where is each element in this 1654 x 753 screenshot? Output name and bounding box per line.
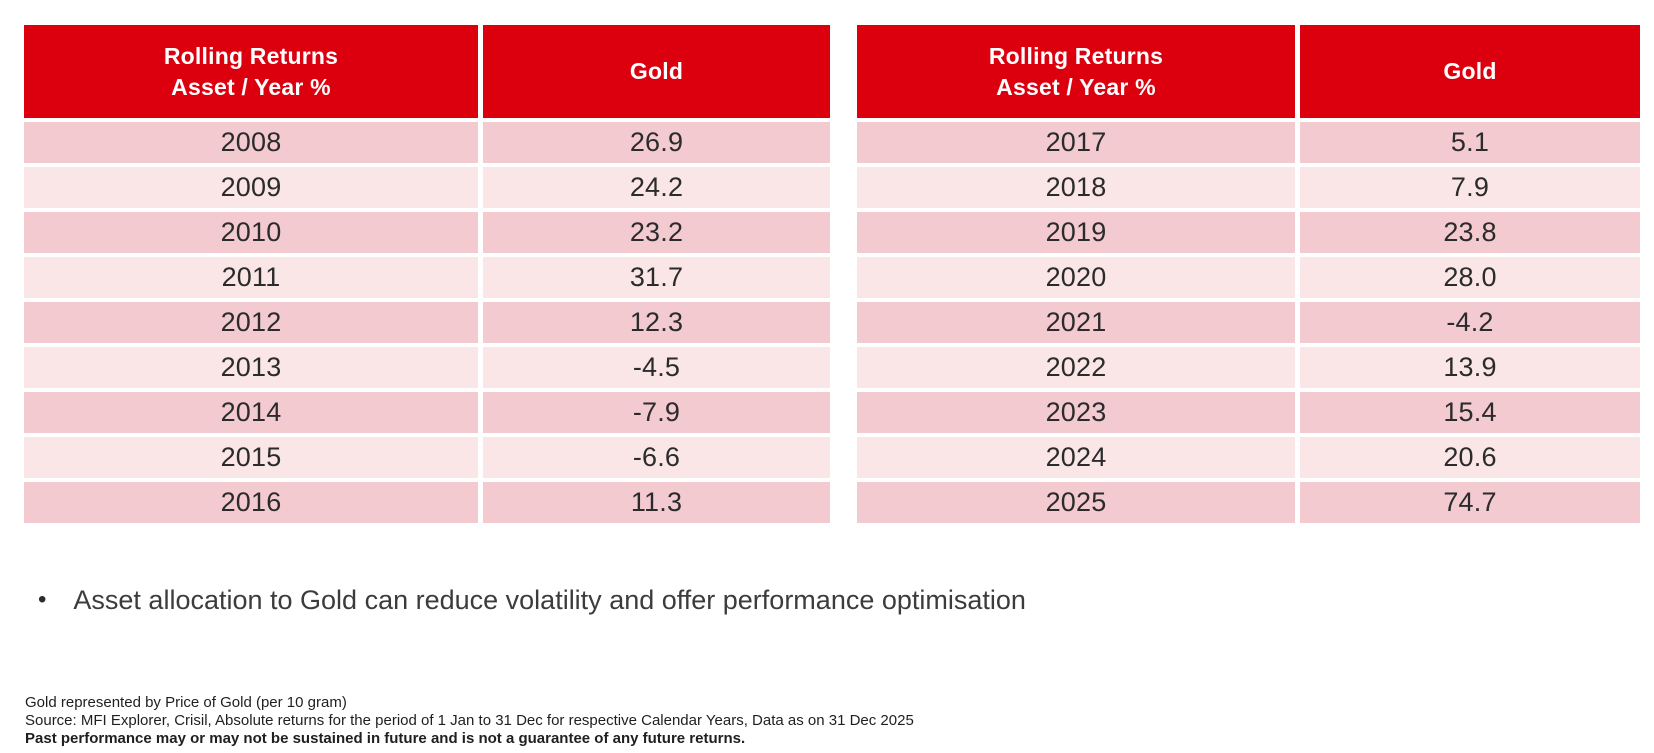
year-cell: 2013 bbox=[24, 347, 478, 388]
gold-value-cell: 12.3 bbox=[483, 302, 830, 343]
column-header-gold: Gold bbox=[1300, 25, 1640, 118]
gold-value-cell: 15.4 bbox=[1300, 392, 1640, 433]
gold-value-cell: 26.9 bbox=[483, 122, 830, 163]
year-cell: 2023 bbox=[857, 392, 1295, 433]
year-cell: 2012 bbox=[24, 302, 478, 343]
gold-value-cell: 11.3 bbox=[483, 482, 830, 523]
year-cell: 2024 bbox=[857, 437, 1295, 478]
footnote-disclaimer: Past performance may or may not be susta… bbox=[25, 730, 746, 747]
rolling-returns-table-2017-2025: Rolling Returns Asset / Year % Gold 2017… bbox=[857, 25, 1640, 523]
key-takeaway: • Asset allocation to Gold can reduce vo… bbox=[38, 584, 1026, 616]
year-cell: 2015 bbox=[24, 437, 478, 478]
column-header-asset-year: Rolling Returns Asset / Year % bbox=[24, 25, 478, 118]
gold-value-cell: -4.2 bbox=[1300, 302, 1640, 343]
year-cell: 2008 bbox=[24, 122, 478, 163]
year-cell: 2011 bbox=[24, 257, 478, 298]
footnote-gold-definition: Gold represented by Price of Gold (per 1… bbox=[25, 694, 347, 711]
year-cell: 2016 bbox=[24, 482, 478, 523]
gold-value-cell: 23.8 bbox=[1300, 212, 1640, 253]
gold-value-cell: 7.9 bbox=[1300, 167, 1640, 208]
gold-value-cell: 13.9 bbox=[1300, 347, 1640, 388]
year-cell: 2018 bbox=[857, 167, 1295, 208]
gold-value-cell: 28.0 bbox=[1300, 257, 1640, 298]
year-cell: 2017 bbox=[857, 122, 1295, 163]
key-takeaway-text: Asset allocation to Gold can reduce vola… bbox=[73, 585, 1026, 615]
gold-value-cell: 31.7 bbox=[483, 257, 830, 298]
year-cell: 2019 bbox=[857, 212, 1295, 253]
year-cell: 2009 bbox=[24, 167, 478, 208]
gold-value-cell: -7.9 bbox=[483, 392, 830, 433]
gold-value-cell: 20.6 bbox=[1300, 437, 1640, 478]
column-header-asset-year: Rolling Returns Asset / Year % bbox=[857, 25, 1295, 118]
gold-value-cell: 23.2 bbox=[483, 212, 830, 253]
year-cell: 2020 bbox=[857, 257, 1295, 298]
gold-value-cell: 24.2 bbox=[483, 167, 830, 208]
column-header-gold: Gold bbox=[483, 25, 830, 118]
rolling-returns-table-2008-2016: Rolling Returns Asset / Year % Gold 2008… bbox=[24, 25, 830, 523]
year-cell: 2021 bbox=[857, 302, 1295, 343]
gold-value-cell: -4.5 bbox=[483, 347, 830, 388]
gold-value-cell: -6.6 bbox=[483, 437, 830, 478]
gold-value-cell: 74.7 bbox=[1300, 482, 1640, 523]
footnotes: Gold represented by Price of Gold (per 1… bbox=[25, 694, 914, 748]
year-cell: 2025 bbox=[857, 482, 1295, 523]
year-cell: 2010 bbox=[24, 212, 478, 253]
year-cell: 2022 bbox=[857, 347, 1295, 388]
year-cell: 2014 bbox=[24, 392, 478, 433]
footnote-source: Source: MFI Explorer, Crisil, Absolute r… bbox=[25, 712, 914, 729]
gold-value-cell: 5.1 bbox=[1300, 122, 1640, 163]
bullet-icon: • bbox=[38, 586, 47, 613]
